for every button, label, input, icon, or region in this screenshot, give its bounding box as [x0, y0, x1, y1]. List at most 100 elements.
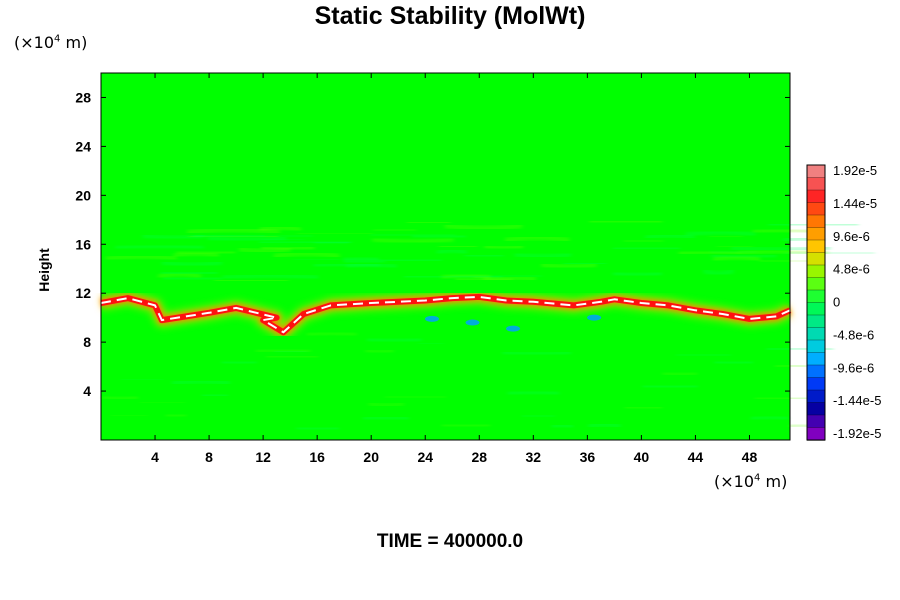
colorbar-segment [806, 227, 826, 241]
x-unit-label: (×104 m) [714, 472, 788, 491]
texture-streak [362, 416, 410, 420]
texture-streak [678, 250, 740, 255]
texture-streak [221, 360, 257, 365]
x-tick-label: 44 [688, 449, 704, 465]
x-tick-label: 48 [742, 449, 758, 465]
texture-streak [367, 338, 422, 342]
colorbar: 1.92e-5 1.44e-5 9.6e-6 4.8e-6 0 -4.8e-6 -9.6e-… [806, 163, 881, 441]
texture-streak [714, 361, 753, 365]
texture-streak [266, 355, 319, 359]
y-tick-label: 8 [83, 334, 91, 350]
texture-streak [102, 395, 139, 400]
texture-streak [165, 413, 187, 417]
texture-streak [464, 254, 504, 258]
colorbar-segment [806, 389, 826, 404]
colorbar-segment [806, 189, 826, 204]
x-tick-label: 32 [526, 449, 542, 465]
plot-frame [100, 72, 791, 441]
texture-streak [105, 255, 177, 260]
texture-streak [588, 423, 621, 428]
plot-area [101, 73, 790, 440]
colorbar-segment [806, 402, 826, 416]
x-tick-label: 4 [151, 449, 159, 465]
texture-streak [514, 253, 572, 258]
texture-streak [222, 274, 319, 279]
texture-streak [214, 279, 289, 282]
texture-streak [484, 245, 524, 250]
texture-streak [662, 371, 698, 376]
y-axis-title: Height [36, 248, 52, 292]
texture-streak [441, 423, 491, 427]
colorbar-segment [806, 352, 826, 366]
texture-streak [507, 390, 560, 395]
texture-streak [502, 351, 572, 356]
colorbar-label: -1.92e-5 [833, 426, 881, 441]
texture-streak [171, 380, 231, 385]
texture-streak [255, 348, 311, 353]
texture-streak [273, 252, 340, 258]
texture-streak [436, 249, 468, 254]
y-tick-label: 12 [75, 285, 91, 301]
negative-spot [424, 315, 439, 322]
field-texture [102, 220, 875, 430]
texture-streak [173, 252, 220, 258]
texture-streak [193, 234, 265, 238]
colorbar-label: 1.92e-5 [833, 163, 877, 178]
negative-spot [465, 319, 480, 326]
texture-streak [368, 402, 405, 407]
texture-streak [313, 263, 381, 268]
colorbar-segment [806, 202, 826, 216]
stability-band [99, 289, 793, 340]
texture-streak [766, 347, 834, 351]
colorbar-segment [806, 264, 826, 279]
colorbar-segment [806, 277, 826, 291]
x-tick-label: 16 [309, 449, 325, 465]
x-tick-label: 28 [471, 449, 487, 465]
texture-streak [296, 426, 340, 430]
texture-streak [774, 364, 808, 368]
texture-streak [372, 238, 454, 243]
texture-streak [238, 247, 292, 253]
colorbar-segment [806, 377, 826, 391]
texture-streak [444, 224, 523, 230]
texture-streak [314, 241, 349, 245]
colorbar-segment [806, 164, 826, 179]
x-tick-label: 40 [634, 449, 650, 465]
colorbar-label: -1.44e-5 [833, 393, 881, 408]
texture-streak [712, 256, 761, 261]
colorbar-segment [806, 427, 826, 441]
texture-streak [589, 220, 663, 224]
texture-streak [306, 332, 357, 336]
texture-streak [504, 236, 570, 242]
texture-streak [613, 247, 680, 250]
x-tick-label: 36 [580, 449, 596, 465]
colorbar-segment [806, 327, 826, 341]
y-tick-label: 28 [75, 89, 91, 105]
x-axis: 4 8 12 16 20 24 28 32 36 40 44 48 [151, 73, 757, 465]
texture-streak [411, 234, 466, 239]
texture-streak [343, 260, 386, 264]
colorbar-segment [806, 177, 826, 191]
time-label: TIME = 400000.0 [376, 531, 524, 552]
colorbar-segment [806, 314, 826, 329]
y-tick-label: 16 [75, 236, 91, 252]
texture-streak [703, 269, 734, 275]
texture-streak [160, 271, 218, 275]
texture-streak [551, 424, 574, 428]
colorbar-segment [806, 414, 826, 429]
texture-streak [161, 261, 223, 267]
texture-streak [207, 236, 287, 241]
colorbar-label: 1.44e-5 [833, 196, 877, 211]
colorbar-segment [806, 339, 826, 354]
texture-streak [642, 384, 698, 389]
x-tick-label: 12 [255, 449, 271, 465]
y-axis: 4 8 12 16 20 24 28 [75, 89, 790, 399]
texture-streak [645, 234, 695, 239]
negative-spot [506, 325, 521, 332]
negative-spot [587, 314, 602, 321]
colorbar-label: 9.6e-6 [833, 229, 870, 244]
texture-streak [685, 231, 756, 237]
texture-streak [115, 244, 204, 250]
band-peak [100, 295, 791, 334]
